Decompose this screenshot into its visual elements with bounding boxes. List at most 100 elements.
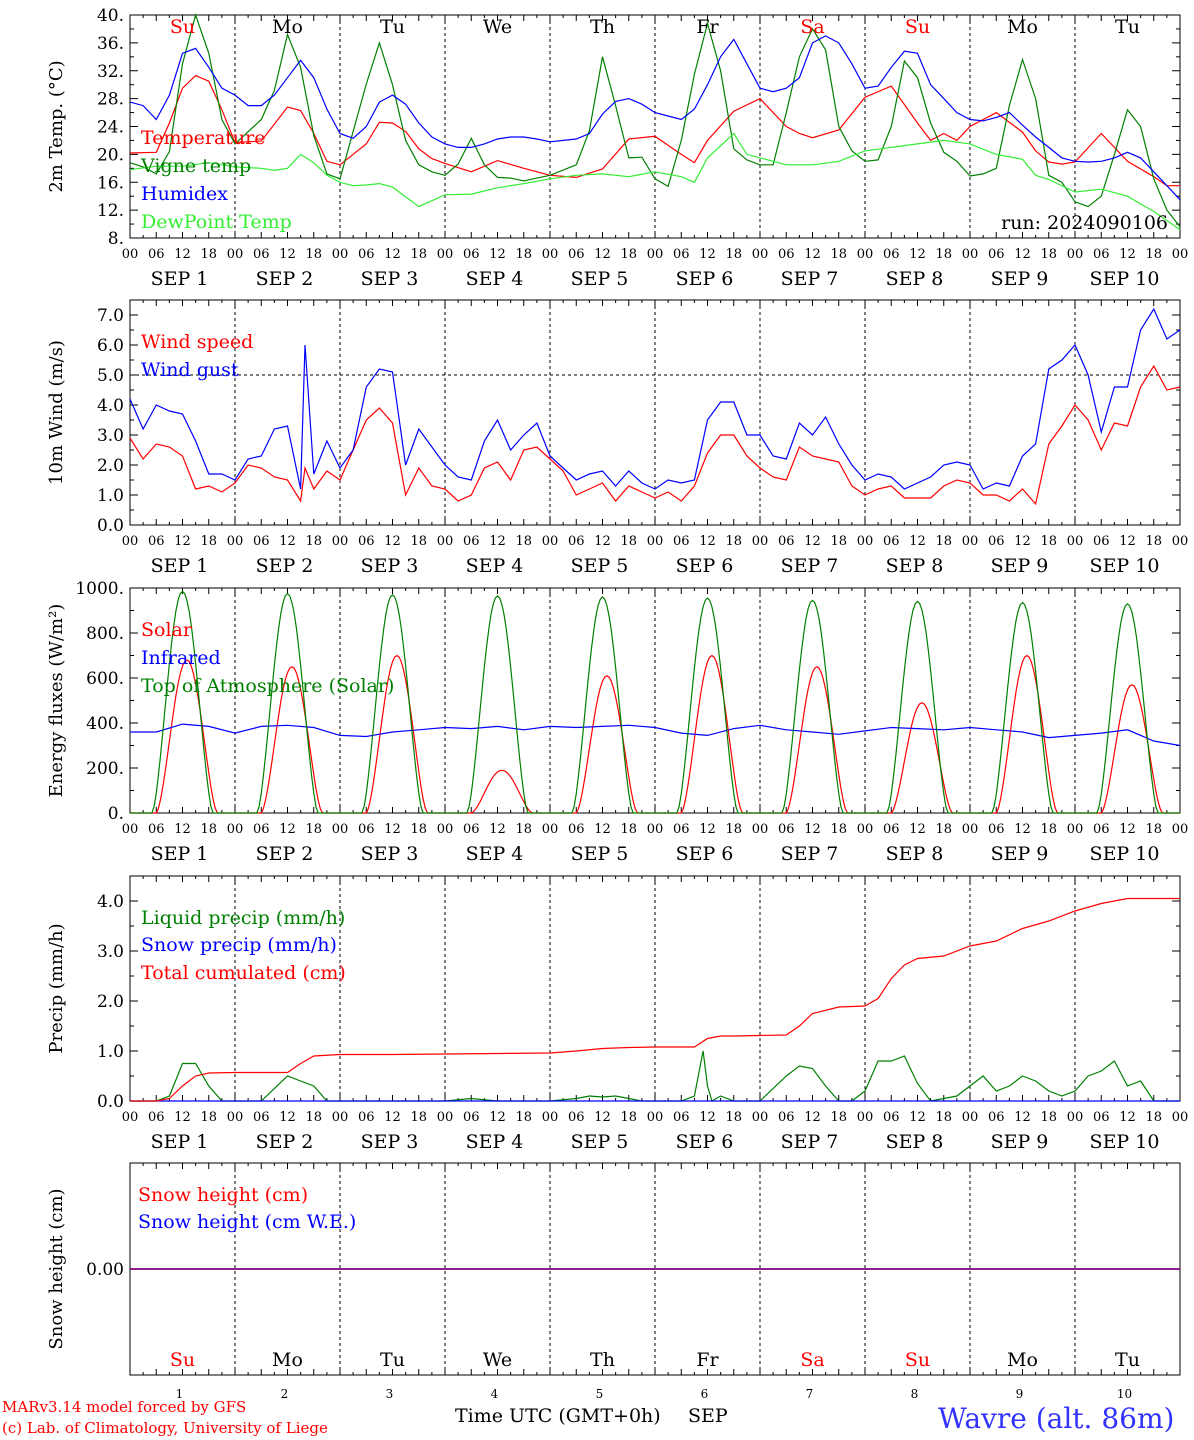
y-tick-label: 16.: [97, 173, 124, 193]
hour-tick-label: 18: [1145, 1110, 1162, 1125]
hour-tick-label: 00: [542, 1110, 559, 1125]
hour-tick-label: 12: [804, 247, 821, 262]
panel-3: [129, 587, 1181, 814]
hour-tick-label: 18: [410, 822, 427, 837]
hour-tick-label: 06: [673, 534, 690, 549]
date-label: SEP 9: [991, 1131, 1049, 1153]
date-label: SEP 10: [1090, 268, 1160, 290]
y-tick-label: 40.: [97, 6, 124, 26]
date-label: SEP 10: [1090, 1131, 1160, 1153]
hour-tick-label: 12: [384, 534, 401, 549]
day-number: 10: [1117, 1387, 1132, 1401]
weekday-label: Sa: [800, 16, 824, 38]
hour-tick-label: 18: [410, 534, 427, 549]
hour-tick-label: 00: [962, 247, 979, 262]
y-tick-label: 800.: [86, 624, 124, 644]
y-tick-label: 4.0: [97, 396, 124, 416]
hour-tick-label: 18: [1145, 822, 1162, 837]
hour-tick-label: 06: [463, 534, 480, 549]
date-label: SEP 4: [466, 1131, 524, 1153]
hour-tick-label: 12: [1119, 247, 1136, 262]
date-label: SEP 5: [571, 268, 629, 290]
hour-tick-label: 18: [935, 247, 952, 262]
hour-tick-label: 00: [437, 534, 454, 549]
hour-tick-label: 06: [883, 534, 900, 549]
hour-tick-label: 18: [200, 1110, 217, 1125]
hour-tick-label: 06: [778, 534, 795, 549]
hour-tick-label: 06: [148, 1110, 165, 1125]
y-tick-label: 5.0: [97, 366, 124, 386]
hour-tick-label: 06: [673, 822, 690, 837]
hour-tick-label: 18: [305, 1110, 322, 1125]
hour-tick-label: 18: [1040, 822, 1057, 837]
hour-tick-label: 18: [305, 534, 322, 549]
hour-tick-label: 00: [857, 1110, 874, 1125]
hour-tick-label: 06: [778, 822, 795, 837]
hour-tick-label: 12: [909, 822, 926, 837]
hour-tick-label: 12: [594, 247, 611, 262]
hour-tick-label: 06: [358, 1110, 375, 1125]
weekday-label: We: [483, 16, 512, 38]
y-tick-label: 0.00: [86, 1260, 124, 1280]
hour-tick-label: 06: [1093, 534, 1110, 549]
date-label: SEP 2: [256, 268, 314, 290]
hour-tick-label: 06: [148, 822, 165, 837]
hour-tick-label: 00: [542, 247, 559, 262]
series-line: [129, 12, 1181, 228]
hour-tick-label: 00: [1172, 1110, 1189, 1125]
hour-tick-label: 12: [279, 534, 296, 549]
weekday-label: Mo: [272, 1349, 303, 1371]
hour-tick-label: 00: [962, 534, 979, 549]
hour-tick-label: 12: [804, 534, 821, 549]
date-label: SEP 2: [256, 1131, 314, 1153]
day-number: 2: [281, 1387, 289, 1401]
panel-frame: [129, 14, 1181, 239]
y-axis-label: 2m Temp. (°C): [46, 60, 67, 192]
date-label: SEP 7: [781, 1131, 839, 1153]
date-label: SEP 4: [466, 268, 524, 290]
series-line: [129, 307, 1181, 490]
hour-tick-label: 18: [1040, 534, 1057, 549]
date-label: SEP 9: [991, 268, 1049, 290]
hour-tick-label: 06: [568, 1110, 585, 1125]
hour-tick-label: 06: [568, 534, 585, 549]
hour-tick-label: 18: [725, 1110, 742, 1125]
date-label: SEP 6: [676, 1131, 734, 1153]
y-axis-label: Snow height (cm): [46, 1188, 67, 1349]
date-label: SEP 4: [466, 555, 524, 577]
legend-entry: Snow height (cm): [138, 1184, 308, 1206]
y-tick-label: 32.: [97, 62, 124, 82]
hour-tick-label: 06: [358, 534, 375, 549]
legend-entry: Wind gust: [141, 359, 239, 381]
hour-tick-label: 12: [174, 247, 191, 262]
hour-tick-label: 18: [725, 822, 742, 837]
panel-frame: [129, 299, 1181, 526]
legend-entry: DewPoint Temp: [141, 211, 292, 233]
y-tick-label: 2.0: [97, 456, 124, 476]
hour-tick-label: 12: [384, 247, 401, 262]
hour-tick-label: 00: [647, 247, 664, 262]
hour-tick-label: 12: [804, 1110, 821, 1125]
hour-tick-label: 00: [227, 1110, 244, 1125]
hour-tick-label: 00: [227, 534, 244, 549]
y-tick-label: 0.0: [97, 516, 124, 536]
hour-tick-label: 00: [437, 822, 454, 837]
date-label: SEP 9: [991, 555, 1049, 577]
y-tick-label: 12.: [97, 201, 124, 221]
date-label: SEP 6: [676, 555, 734, 577]
hour-tick-label: 12: [384, 822, 401, 837]
hour-tick-label: 18: [620, 247, 637, 262]
hour-tick-label: 18: [830, 247, 847, 262]
hour-tick-label: 00: [1172, 822, 1189, 837]
date-label: SEP 3: [361, 268, 419, 290]
hour-tick-label: 18: [200, 534, 217, 549]
legend-entry: Infrared: [141, 647, 221, 669]
hour-tick-label: 00: [857, 534, 874, 549]
date-label: SEP 4: [466, 843, 524, 865]
date-label: SEP 8: [886, 1131, 944, 1153]
date-label: SEP 3: [361, 555, 419, 577]
hour-tick-label: 00: [752, 1110, 769, 1125]
hour-tick-label: 06: [358, 822, 375, 837]
hour-tick-label: 18: [410, 1110, 427, 1125]
